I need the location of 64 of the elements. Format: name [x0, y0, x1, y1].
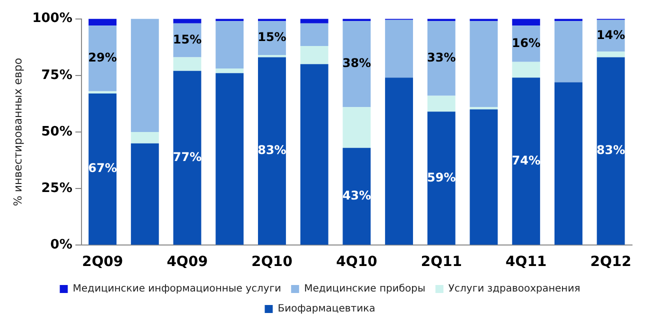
bar — [300, 46, 328, 64]
data-label: 15% — [172, 32, 202, 46]
bar — [173, 57, 202, 71]
data-label: 59% — [427, 170, 456, 184]
bar — [512, 18, 540, 26]
legend-label: Медицинские информационные услуги — [72, 284, 282, 295]
bar — [554, 21, 582, 82]
bar — [342, 21, 371, 108]
data-label: 67% — [88, 161, 117, 176]
x-tick-label: 2Q10 — [251, 254, 293, 270]
x-tick-label: 4Q10 — [336, 254, 378, 270]
data-label: 38% — [342, 56, 372, 70]
bar — [130, 143, 159, 245]
bar — [130, 132, 159, 144]
bar — [216, 21, 244, 69]
bar — [130, 18, 159, 132]
bar — [88, 91, 117, 94]
data-label: 15% — [258, 30, 286, 44]
bar — [173, 70, 202, 245]
y-tick-label: 75% — [41, 68, 72, 83]
x-tick-label: 4Q09 — [166, 254, 208, 270]
bar — [512, 62, 540, 78]
legend-label: Услуги здравоохранения — [448, 284, 580, 295]
data-label: 33% — [427, 50, 456, 65]
y-tick-label: 0% — [50, 238, 72, 253]
data-label: 14% — [596, 28, 626, 42]
bar — [342, 148, 371, 245]
x-tick-label: 4Q11 — [506, 254, 547, 270]
bar — [385, 78, 414, 245]
bar — [216, 73, 244, 245]
bar — [88, 94, 117, 245]
bar — [427, 112, 456, 245]
data-label: 77% — [172, 150, 202, 164]
bar — [216, 68, 244, 74]
bar — [427, 96, 456, 112]
bar — [512, 78, 540, 245]
bar — [385, 20, 414, 78]
bar — [342, 107, 371, 148]
bar — [258, 57, 286, 245]
bar — [300, 64, 328, 245]
data-label: 16% — [512, 36, 540, 50]
x-tick-label: 2Q12 — [590, 254, 632, 270]
bar — [470, 21, 498, 108]
bar — [300, 18, 328, 24]
bar — [470, 109, 498, 245]
legend-label: Биофармацевтика — [278, 304, 376, 315]
x-tick-label: 2Q11 — [420, 254, 462, 270]
bar — [300, 23, 328, 46]
data-label: 29% — [88, 50, 117, 65]
y-tick-label: 100% — [32, 11, 72, 26]
bar — [173, 18, 202, 24]
bar — [88, 26, 117, 92]
bar — [596, 52, 625, 58]
bar — [596, 57, 625, 245]
data-label: 83% — [596, 143, 626, 158]
y-tick-label: 50% — [41, 124, 72, 140]
x-tick-label: 2Q09 — [82, 254, 124, 270]
bar — [88, 18, 117, 26]
y-tick-label: 25% — [41, 180, 72, 196]
legend-label: Медицинские приборы — [304, 284, 426, 295]
data-label: 83% — [258, 143, 286, 158]
bar — [427, 21, 456, 96]
y-axis-title: % инвестированных евро — [11, 58, 24, 206]
bar — [554, 82, 582, 245]
